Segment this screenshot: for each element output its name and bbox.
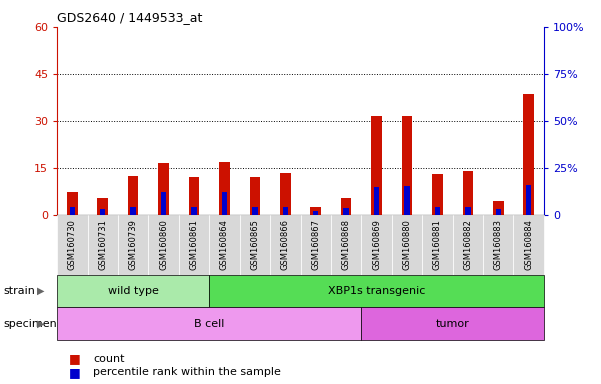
Bar bbox=[128, 176, 138, 215]
Bar bbox=[100, 209, 105, 215]
Bar bbox=[371, 116, 382, 215]
Text: GSM160867: GSM160867 bbox=[311, 219, 320, 270]
Bar bbox=[97, 198, 108, 215]
Bar bbox=[493, 201, 504, 215]
Text: GSM160881: GSM160881 bbox=[433, 219, 442, 270]
Text: GSM160861: GSM160861 bbox=[189, 219, 198, 270]
Bar bbox=[67, 192, 78, 215]
Text: wild type: wild type bbox=[108, 286, 159, 296]
Text: GSM160865: GSM160865 bbox=[251, 219, 260, 270]
Text: GSM160883: GSM160883 bbox=[494, 219, 503, 270]
Bar bbox=[523, 94, 534, 215]
Bar bbox=[313, 211, 319, 215]
Bar bbox=[70, 207, 75, 215]
Text: GSM160864: GSM160864 bbox=[220, 219, 229, 270]
Bar bbox=[191, 207, 197, 215]
Bar bbox=[280, 173, 291, 215]
Text: ■: ■ bbox=[69, 353, 81, 366]
Text: tumor: tumor bbox=[436, 318, 469, 329]
Text: XBP1s transgenic: XBP1s transgenic bbox=[328, 286, 426, 296]
Bar bbox=[463, 171, 473, 215]
Bar bbox=[222, 192, 227, 215]
Bar bbox=[282, 207, 288, 215]
Bar bbox=[465, 207, 471, 215]
Bar bbox=[219, 162, 230, 215]
Text: strain: strain bbox=[3, 286, 35, 296]
Bar bbox=[161, 192, 166, 215]
Text: GSM160880: GSM160880 bbox=[403, 219, 412, 270]
Text: percentile rank within the sample: percentile rank within the sample bbox=[93, 367, 281, 377]
Bar bbox=[432, 174, 443, 215]
Bar bbox=[526, 185, 531, 215]
Text: GSM160730: GSM160730 bbox=[68, 219, 77, 270]
Bar bbox=[158, 163, 169, 215]
Text: ▶: ▶ bbox=[37, 286, 44, 296]
Text: GSM160739: GSM160739 bbox=[129, 219, 138, 270]
Bar bbox=[310, 207, 321, 215]
Text: ▶: ▶ bbox=[37, 318, 44, 329]
Text: count: count bbox=[93, 354, 124, 364]
Text: GSM160860: GSM160860 bbox=[159, 219, 168, 270]
Text: ■: ■ bbox=[69, 366, 81, 379]
Text: GSM160869: GSM160869 bbox=[372, 219, 381, 270]
Text: GSM160868: GSM160868 bbox=[341, 219, 350, 270]
Bar bbox=[249, 177, 260, 215]
Bar bbox=[401, 116, 412, 215]
Text: GSM160866: GSM160866 bbox=[281, 219, 290, 270]
Text: B cell: B cell bbox=[194, 318, 224, 329]
Bar bbox=[341, 198, 352, 215]
Bar bbox=[252, 207, 258, 215]
Bar bbox=[130, 207, 136, 215]
Bar bbox=[404, 186, 410, 215]
Bar bbox=[343, 207, 349, 215]
Bar bbox=[189, 177, 200, 215]
Text: GSM160731: GSM160731 bbox=[98, 219, 107, 270]
Bar bbox=[374, 187, 379, 215]
Text: GSM160882: GSM160882 bbox=[463, 219, 472, 270]
Text: GSM160884: GSM160884 bbox=[524, 219, 533, 270]
Bar bbox=[435, 207, 440, 215]
Text: specimen: specimen bbox=[3, 318, 56, 329]
Bar bbox=[496, 209, 501, 215]
Text: GDS2640 / 1449533_at: GDS2640 / 1449533_at bbox=[57, 12, 203, 25]
